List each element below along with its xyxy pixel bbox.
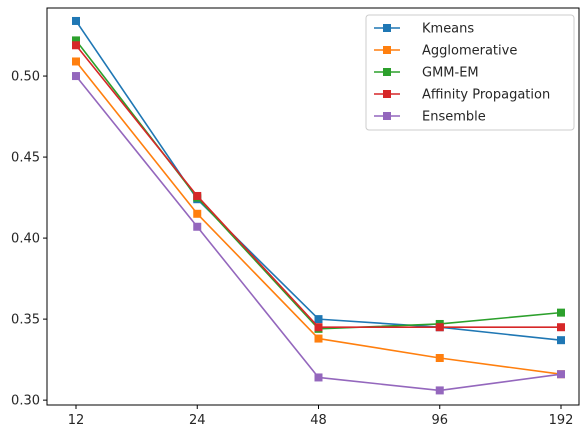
data-point-marker <box>193 209 202 218</box>
y-tick-label: 0.45 <box>11 151 40 166</box>
legend-entry: Agglomerative <box>374 44 517 59</box>
data-point-marker <box>435 354 444 363</box>
legend-label: Agglomerative <box>422 44 517 59</box>
legend-marker <box>383 68 391 76</box>
x-tick-label: 48 <box>310 413 327 428</box>
legend-marker <box>383 46 391 54</box>
legend-box <box>365 14 575 131</box>
legend-entry: GMM-EM <box>374 66 479 81</box>
y-tick-label: 0.30 <box>11 394 40 409</box>
legend-label: Ensemble <box>422 110 486 125</box>
legend: Kmeans Agglomerative GMM-EM Affinity Propag… <box>365 14 575 131</box>
x-axis: 12 24 48 96 192 <box>68 405 574 428</box>
data-point-marker <box>72 41 80 50</box>
legend-marker <box>383 90 391 98</box>
series-affinity-propagation <box>72 41 565 332</box>
y-tick-label: 0.50 <box>11 70 40 85</box>
x-tick-label: 96 <box>431 413 448 428</box>
y-tick-label: 0.35 <box>11 313 40 328</box>
data-point-marker <box>314 323 323 332</box>
legend-marker <box>383 112 391 120</box>
data-point-marker <box>557 370 565 379</box>
data-point-marker <box>193 191 202 200</box>
data-point-marker <box>314 315 323 324</box>
legend-label: Kmeans <box>422 22 474 37</box>
data-point-marker <box>72 57 80 66</box>
data-point-marker <box>314 373 323 382</box>
data-point-marker <box>557 323 565 332</box>
x-tick-label: 24 <box>189 413 206 428</box>
x-tick-label: 12 <box>68 413 85 428</box>
legend-label: GMM-EM <box>422 66 479 81</box>
data-point-marker <box>72 72 80 81</box>
data-point-marker <box>314 334 323 343</box>
legend-marker <box>383 24 391 32</box>
series-ensemble <box>72 72 565 395</box>
data-point-marker <box>557 308 565 317</box>
y-tick-label: 0.40 <box>11 232 40 247</box>
legend-entry: Kmeans <box>374 22 474 37</box>
legend-entry: Affinity Propagation <box>374 88 550 103</box>
legend-label: Affinity Propagation <box>422 88 550 103</box>
data-point-marker <box>72 36 80 45</box>
data-point-marker <box>435 386 444 395</box>
data-point-marker <box>435 323 444 332</box>
data-point-marker <box>557 336 565 345</box>
data-point-marker <box>193 222 202 231</box>
legend-entry: Ensemble <box>374 110 486 125</box>
series-layer <box>72 16 565 395</box>
y-axis: 0.30 0.35 0.40 0.45 0.50 <box>11 70 47 409</box>
x-tick-label: 192 <box>549 413 574 428</box>
plot-area-frame <box>46 7 580 406</box>
data-point-marker <box>72 16 80 25</box>
